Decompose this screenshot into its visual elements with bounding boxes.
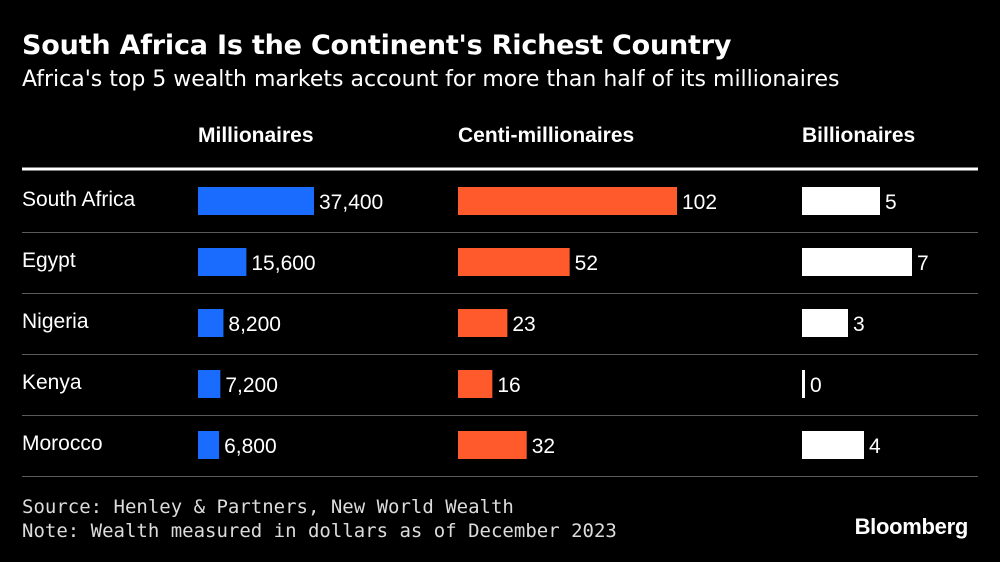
category-label: Nigeria: [22, 310, 89, 333]
data-label: 37,400: [319, 191, 383, 214]
data-label: 32: [532, 435, 555, 458]
data-label: 0: [810, 374, 822, 397]
data-label: 6,800: [224, 435, 277, 458]
bar-millionaires: [198, 309, 224, 337]
data-label: 15,600: [251, 252, 315, 275]
column-header-millionaires: Millionaires: [198, 124, 314, 147]
bar-millionaires: [198, 431, 220, 459]
data-label: 23: [512, 313, 535, 336]
data-label: 52: [575, 252, 598, 275]
data-label: 102: [682, 191, 717, 214]
data-label: 5: [885, 191, 897, 214]
category-label: Egypt: [22, 249, 76, 272]
bar-millionaires: [198, 370, 221, 398]
data-label: 4: [869, 435, 881, 458]
chart-subtitle: Africa's top 5 wealth markets account fo…: [22, 67, 840, 92]
bar-billionaires: [802, 309, 848, 337]
bar-billionaires: [802, 187, 880, 215]
bar-billionaires: [802, 370, 805, 398]
category-label: Morocco: [22, 432, 103, 455]
bloomberg-logo: Bloomberg: [854, 514, 969, 539]
bar-millionaires: [198, 248, 247, 276]
bar-centi-millionaires: [458, 248, 570, 276]
data-label: 16: [497, 374, 520, 397]
bar-centi-millionaires: [458, 431, 527, 459]
bar-billionaires: [802, 248, 912, 276]
category-label: South Africa: [22, 188, 136, 211]
column-header-centi-millionaires: Centi-millionaires: [458, 124, 635, 147]
chart-title: South Africa Is the Continent's Richest …: [22, 30, 732, 61]
bar-centi-millionaires: [458, 309, 508, 337]
category-label: Kenya: [22, 371, 82, 394]
bar-millionaires: [198, 187, 314, 215]
column-header-billionaires: Billionaires: [802, 124, 916, 147]
bar-centi-millionaires: [458, 187, 677, 215]
data-label: 7: [917, 252, 929, 275]
bar-centi-millionaires: [458, 370, 493, 398]
footnote: Note: Wealth measured in dollars as of D…: [22, 520, 617, 542]
data-label: 7,200: [225, 374, 278, 397]
bar-billionaires: [802, 431, 864, 459]
data-label: 8,200: [228, 313, 281, 336]
data-label: 3: [853, 313, 865, 336]
source-note: Source: Henley & Partners, New World Wea…: [22, 496, 514, 518]
